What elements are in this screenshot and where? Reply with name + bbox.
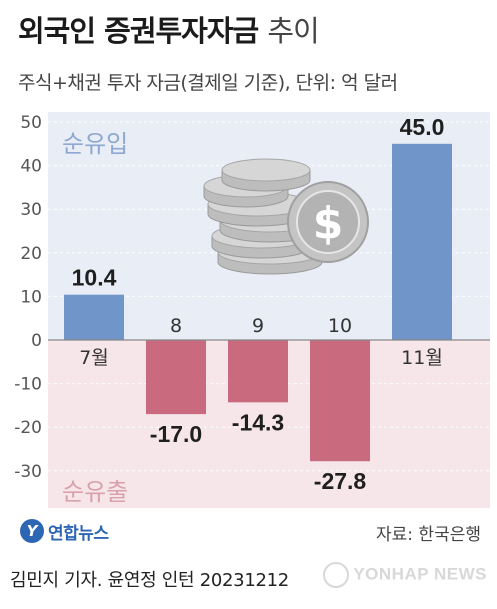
bar bbox=[146, 340, 206, 415]
bar bbox=[228, 340, 288, 403]
y-tick-label: 30 bbox=[20, 200, 42, 220]
byline: 김민지 기자. 윤연정 인턴 20231212 bbox=[10, 570, 289, 591]
chart-title: 외국인 증권투자자금 추이 bbox=[18, 8, 320, 50]
x-tick-label: 8 bbox=[170, 315, 182, 337]
x-tick-label: 10 bbox=[328, 315, 352, 337]
yonhap-logo-text: 연합뉴스 bbox=[48, 523, 109, 544]
y-tick-label: 10 bbox=[20, 287, 42, 307]
y-tick-label: -30 bbox=[14, 462, 42, 482]
region-label-positive: 순유입 bbox=[62, 130, 128, 158]
y-tick-label: 20 bbox=[20, 244, 42, 264]
x-tick-label: 9 bbox=[252, 315, 264, 337]
data-label: -17.0 bbox=[150, 421, 202, 447]
svg-text:$: $ bbox=[313, 198, 344, 249]
region-label-negative: 순유출 bbox=[62, 478, 128, 506]
yonhap-logo: Y 연합뉴스 bbox=[20, 516, 109, 546]
yonhap-logo-icon: Y bbox=[20, 519, 44, 543]
y-tick-label: 40 bbox=[20, 157, 42, 177]
chart-title-light: 추이 bbox=[267, 14, 319, 48]
y-tick-label: -10 bbox=[14, 375, 42, 395]
x-tick-label: 7월 bbox=[79, 347, 109, 369]
y-tick-label: 50 bbox=[20, 113, 42, 133]
data-label: 45.0 bbox=[400, 114, 445, 140]
chart-subtitle: 주식+채권 투자 자금(결제일 기준), 단위: 억 달러 bbox=[18, 72, 398, 94]
coin-stack-icon: $ bbox=[203, 158, 369, 275]
bar bbox=[392, 143, 452, 340]
chart-title-main: 외국인 증권투자자금 bbox=[18, 14, 259, 48]
watermark: YONHAP NEWS bbox=[323, 562, 487, 588]
y-tick-label: -20 bbox=[14, 418, 42, 438]
y-tick-label: 0 bbox=[31, 331, 42, 351]
watermark-circle-icon bbox=[323, 562, 350, 588]
x-tick-label: 11월 bbox=[401, 347, 443, 369]
watermark-text: YONHAP NEWS bbox=[353, 564, 487, 584]
data-label: 10.4 bbox=[72, 265, 117, 291]
data-label: -27.8 bbox=[314, 468, 367, 494]
bar bbox=[310, 340, 370, 462]
bar bbox=[64, 294, 124, 340]
source-note: 자료: 한국은행 bbox=[376, 525, 481, 545]
data-label: -14.3 bbox=[232, 409, 284, 435]
